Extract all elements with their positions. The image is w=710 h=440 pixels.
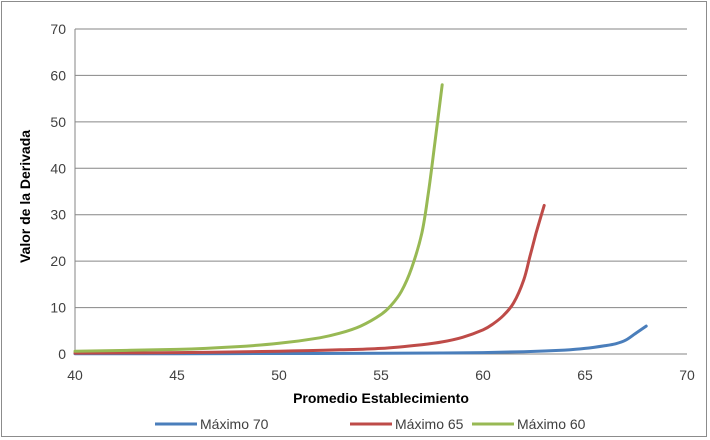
legend-label-2: Máximo 65	[395, 416, 464, 432]
legend-label-3: Máximo 60	[517, 416, 586, 432]
y-tick-label: 30	[50, 207, 66, 223]
series-lines	[73, 83, 648, 356]
y-axis-title: Valor de la Derivada	[17, 130, 33, 263]
x-tick-label: 65	[577, 367, 593, 383]
x-tick-label: 40	[67, 367, 83, 383]
y-tick-label: 60	[50, 67, 66, 83]
legend-label-1: Máximo 70	[200, 416, 269, 432]
x-tick-label: 70	[679, 367, 695, 383]
x-tick-label: 55	[373, 367, 389, 383]
y-tick-label: 70	[50, 21, 66, 37]
y-tick-label: 50	[50, 114, 66, 130]
y-axis-tick-labels: 0 10 20 30 40 50 60 70	[50, 21, 66, 362]
x-axis-title: Promedio Establecimiento	[293, 390, 469, 406]
gridlines	[75, 28, 687, 309]
y-tick-label: 10	[50, 300, 66, 316]
series-line-1	[73, 324, 648, 356]
y-tick-label: 20	[50, 253, 66, 269]
legend: Máximo 70 Máximo 65 Máximo 60	[155, 416, 586, 432]
x-tick-label: 45	[169, 367, 185, 383]
x-tick-label: 50	[271, 367, 287, 383]
x-axis-tick-labels: 40 45 50 55 60 65 70	[67, 367, 695, 383]
series-line-2	[73, 203, 546, 355]
series-line-3	[73, 83, 444, 353]
y-tick-label: 40	[50, 160, 66, 176]
x-tick-label: 60	[475, 367, 491, 383]
y-tick-label: 0	[58, 346, 66, 362]
